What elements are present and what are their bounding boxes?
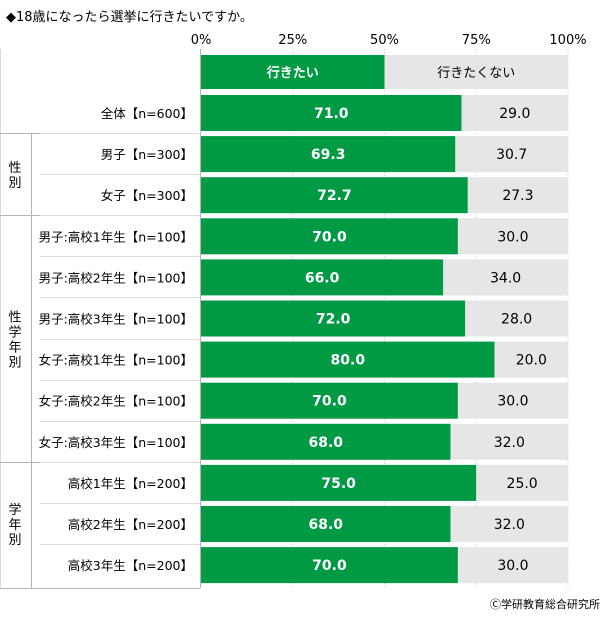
x-tick-label: 75% bbox=[462, 33, 491, 48]
data-label-yes: 72.0 bbox=[316, 312, 351, 328]
category-label: 全体【n=600】 bbox=[101, 106, 193, 121]
data-label-no: 30.7 bbox=[496, 147, 527, 163]
data-label-no: 30.0 bbox=[497, 394, 528, 410]
x-tick-label: 100% bbox=[549, 33, 586, 48]
group-label-char: 年 bbox=[8, 341, 21, 356]
category-label: 高校3年生【n=200】 bbox=[68, 558, 193, 573]
category-label: 女子:高校1年生【n=100】 bbox=[39, 353, 193, 368]
data-label-no: 34.0 bbox=[490, 270, 521, 286]
group-label-char: 別 bbox=[8, 356, 21, 371]
x-tick-label: 50% bbox=[370, 33, 399, 48]
data-label-yes: 68.0 bbox=[309, 435, 344, 451]
legend-label-no: 行きたくない bbox=[437, 66, 515, 81]
data-label-no: 29.0 bbox=[499, 106, 530, 122]
group-label-char: 別 bbox=[8, 533, 21, 548]
data-label-no: 27.3 bbox=[502, 188, 533, 204]
bar-no bbox=[450, 506, 568, 542]
category-label: 男子【n=300】 bbox=[101, 147, 193, 162]
bar-yes bbox=[201, 341, 495, 378]
bar-no bbox=[450, 423, 568, 460]
bar-yes bbox=[201, 382, 458, 419]
bar-yes bbox=[201, 547, 458, 584]
group-label-char: 学 bbox=[8, 502, 21, 518]
data-label-no: 28.0 bbox=[501, 312, 532, 328]
data-label-yes: 68.0 bbox=[309, 517, 344, 533]
bar-yes bbox=[201, 423, 451, 460]
bar-yes bbox=[201, 95, 462, 131]
data-label-yes: 69.3 bbox=[311, 147, 346, 163]
data-label-yes: 70.0 bbox=[312, 558, 347, 574]
legend-label-yes: 行きたい bbox=[266, 65, 319, 81]
bar-no bbox=[457, 218, 568, 255]
data-label-no: 32.0 bbox=[494, 517, 525, 533]
bar-yes bbox=[201, 464, 477, 501]
copyright-credit: Ⓒ学研教育総合研究所 bbox=[490, 598, 600, 611]
bar-yes bbox=[201, 177, 468, 214]
category-label: 女子:高校2年生【n=100】 bbox=[39, 394, 193, 409]
bar-no bbox=[457, 547, 568, 584]
data-label-no: 32.0 bbox=[494, 435, 525, 451]
x-tick-label: 25% bbox=[278, 33, 307, 48]
bar-yes bbox=[201, 136, 456, 173]
data-label-yes: 75.0 bbox=[321, 476, 356, 492]
group-label-char: 別 bbox=[8, 176, 21, 191]
data-label-yes: 70.0 bbox=[312, 229, 347, 245]
category-label: 女子【n=300】 bbox=[101, 188, 193, 203]
bar-no bbox=[457, 382, 568, 419]
bar-no bbox=[476, 464, 568, 501]
category-label: 男子:高校2年生【n=100】 bbox=[39, 270, 193, 285]
group-label-char: 性 bbox=[8, 161, 21, 176]
legend-swatch-yes bbox=[201, 55, 385, 89]
bar-yes bbox=[201, 218, 458, 255]
bar-no bbox=[461, 95, 568, 131]
data-label-no: 20.0 bbox=[516, 353, 547, 369]
category-label: 女子:高校3年生【n=100】 bbox=[39, 435, 193, 450]
bar-no bbox=[494, 341, 568, 378]
bar-no bbox=[443, 259, 568, 296]
x-tick-label: 0% bbox=[191, 33, 212, 48]
chart-title: ◆18歳になったら選挙に行きたいですか。 bbox=[6, 10, 253, 25]
legend-swatch-no bbox=[384, 55, 568, 89]
data-label-yes: 71.0 bbox=[314, 106, 349, 122]
group-label-char: 性 bbox=[8, 311, 21, 326]
data-label-no: 30.0 bbox=[497, 229, 528, 245]
category-label: 高校2年生【n=200】 bbox=[68, 517, 193, 532]
bar-no bbox=[455, 136, 568, 173]
group-label-char: 学 bbox=[8, 325, 21, 341]
bar-yes bbox=[201, 506, 451, 542]
data-label-yes: 66.0 bbox=[305, 270, 340, 286]
data-label-yes: 72.7 bbox=[317, 188, 352, 204]
data-label-no: 30.0 bbox=[497, 558, 528, 574]
data-label-no: 25.0 bbox=[507, 476, 538, 492]
group-label-char: 年 bbox=[8, 518, 21, 533]
bar-no bbox=[465, 300, 568, 337]
data-label-yes: 70.0 bbox=[312, 394, 347, 410]
category-label: 高校1年生【n=200】 bbox=[68, 476, 193, 491]
data-label-yes: 80.0 bbox=[331, 353, 366, 369]
bar-yes bbox=[201, 259, 444, 296]
bar-yes bbox=[201, 300, 466, 337]
category-label: 男子:高校1年生【n=100】 bbox=[39, 229, 193, 244]
bar-no bbox=[467, 177, 568, 214]
category-label: 男子:高校3年生【n=100】 bbox=[39, 312, 193, 327]
